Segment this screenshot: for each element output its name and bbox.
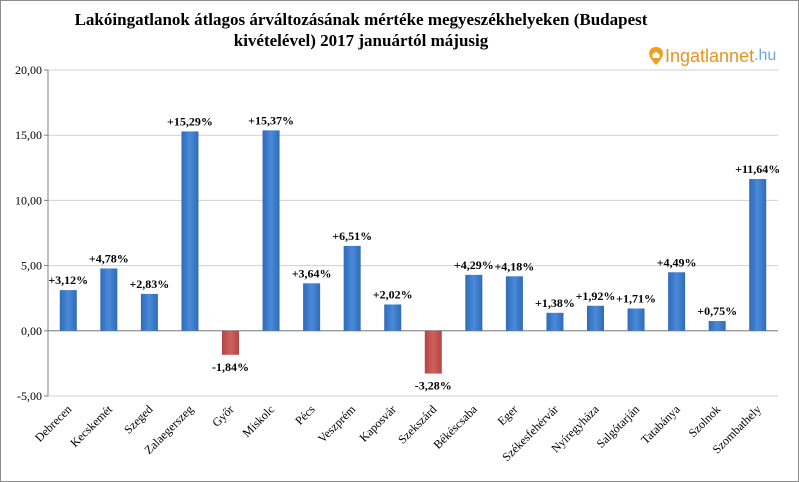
bar [384, 304, 402, 331]
data-label: +3,12% [48, 273, 88, 287]
y-tick-label: 10,00 [15, 193, 42, 207]
data-label: +0,75% [697, 304, 737, 318]
bar [343, 245, 361, 331]
y-tick-label: 0,00 [21, 324, 42, 338]
data-labels: +3,12%+4,78%+2,83% +15,29% -1,84% +15,37% +3… [48, 113, 780, 392]
data-label: +15,29% [167, 114, 213, 128]
data-label: +1,71% [616, 292, 656, 306]
data-label: +6,51% [332, 229, 372, 243]
category-label: Békéscsaba [430, 402, 480, 452]
data-label: +1,92% [576, 289, 616, 303]
category-label: Győr [209, 402, 236, 429]
y-tick-label: -5,00 [17, 389, 42, 403]
data-label: +4,29% [454, 258, 494, 272]
y-tick-label: 5,00 [21, 259, 42, 273]
logo-tld: .hu [754, 47, 777, 64]
data-label: +11,64% [735, 162, 780, 176]
bar [303, 283, 321, 331]
bar [181, 131, 199, 331]
house-pin-icon [649, 47, 663, 65]
bar [100, 268, 118, 331]
data-label: +3,64% [292, 266, 332, 280]
data-label: +4,18% [494, 259, 534, 273]
bar [708, 321, 726, 331]
bar [546, 312, 564, 331]
axes: 20,00 15,00 10,00 5,00 0,00 -5,00 [15, 63, 778, 403]
bar [668, 272, 686, 331]
y-tick-label: 15,00 [15, 128, 42, 142]
bar [140, 293, 158, 331]
y-tick-label: 20,00 [15, 63, 42, 77]
category-label: Szolnok [686, 402, 724, 440]
ingatlannet-logo: Ingatlannet .hu [649, 45, 776, 67]
chart-title: Lakóingatlanok átlagos árváltozásának mé… [74, 10, 648, 50]
category-label: Szeged [121, 402, 155, 436]
data-label: +4,78% [89, 251, 129, 265]
category-label: Eger [495, 402, 521, 428]
category-label: Kecskemét [67, 402, 115, 450]
category-label: Tatabánya [638, 402, 683, 447]
bar [262, 130, 280, 331]
data-label: +4,49% [657, 255, 697, 269]
category-label: Pécs [292, 402, 318, 428]
gridlines [48, 69, 778, 397]
bar [627, 308, 645, 331]
category-label: Kaposvár [356, 402, 398, 444]
data-label: +2,83% [129, 277, 169, 291]
category-label: Veszprém [315, 402, 359, 446]
bar [587, 305, 604, 331]
data-label: +2,02% [373, 287, 413, 301]
data-label: +1,38% [535, 296, 575, 310]
bar [59, 290, 77, 331]
bar [505, 276, 523, 331]
bars [59, 130, 767, 374]
bar [749, 179, 767, 331]
data-label: +15,37% [248, 113, 294, 127]
data-label: -1,84% [212, 360, 249, 374]
bar [465, 274, 483, 331]
bar [424, 330, 442, 374]
data-label: -3,28% [415, 379, 452, 393]
bar [222, 330, 239, 355]
logo-brand: Ingatlannet [665, 45, 755, 66]
category-label: Miskolc [239, 402, 277, 440]
category-label: Salgótarján [594, 402, 643, 451]
